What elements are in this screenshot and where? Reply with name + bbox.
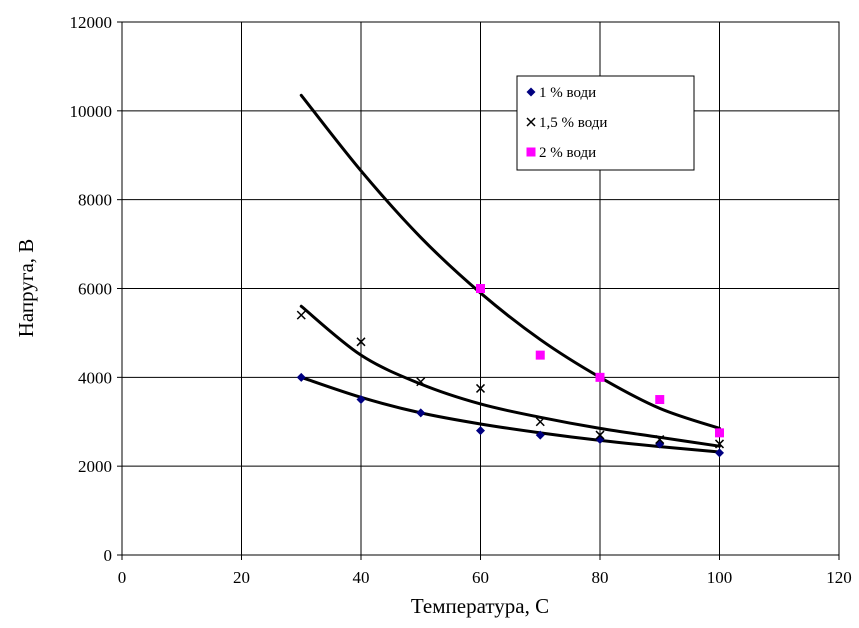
trendlines	[299, 93, 721, 454]
y-tick-label: 12000	[70, 13, 113, 32]
legend-box	[516, 75, 695, 171]
legend-label: 1,5 % води	[539, 115, 607, 131]
legend: 1 % води 1,5 % води 2 % води	[516, 75, 695, 171]
y-tick-label: 0	[104, 546, 113, 565]
data-point	[296, 310, 306, 320]
y-tick-label: 6000	[78, 280, 112, 299]
data-point	[595, 435, 605, 445]
trendline	[299, 93, 721, 430]
x-tick-label: 40	[353, 568, 370, 587]
x-tick-label: 100	[707, 568, 733, 587]
y-tick-label: 10000	[70, 102, 113, 121]
legend-label: 1 % води	[539, 85, 596, 101]
x-tick-label: 20	[233, 568, 250, 587]
data-point	[475, 383, 486, 393]
x-axis: 0 20 40 60 80 100 120	[118, 555, 852, 587]
y-axis: 0 2000 4000 6000 8000 10000 12000	[70, 13, 122, 565]
data-point	[655, 395, 665, 405]
legend-marker	[526, 117, 536, 127]
data-point	[715, 428, 724, 438]
legend-marker	[526, 87, 536, 97]
trendline	[299, 375, 721, 454]
y-axis-title: Напруга, В	[14, 239, 38, 338]
data-point	[356, 337, 366, 347]
y-tick-label: 2000	[78, 457, 112, 476]
trendline	[299, 304, 721, 448]
x-tick-label: 0	[118, 568, 127, 587]
data-point	[655, 434, 665, 445]
data-point	[535, 350, 545, 360]
data-point	[296, 372, 306, 382]
data-point	[535, 417, 545, 427]
legend-label: 2 % води	[539, 145, 596, 161]
data-point	[476, 426, 485, 436]
x-tick-label: 80	[592, 568, 609, 587]
x-axis-title: Температура, С	[411, 594, 549, 618]
data-point	[356, 395, 366, 405]
data-point	[416, 408, 426, 418]
data-point	[595, 430, 605, 440]
data-point	[714, 439, 725, 449]
data-point	[476, 284, 485, 293]
x-tick-label: 60	[472, 568, 489, 587]
y-tick-label: 8000	[78, 191, 112, 210]
data-points	[296, 284, 725, 458]
y-tick-label: 4000	[78, 368, 112, 387]
data-point	[595, 372, 605, 382]
data-point	[715, 448, 724, 458]
x-tick-label: 120	[826, 568, 852, 587]
data-point	[535, 430, 545, 440]
legend-marker	[526, 147, 536, 157]
data-point	[416, 377, 426, 387]
